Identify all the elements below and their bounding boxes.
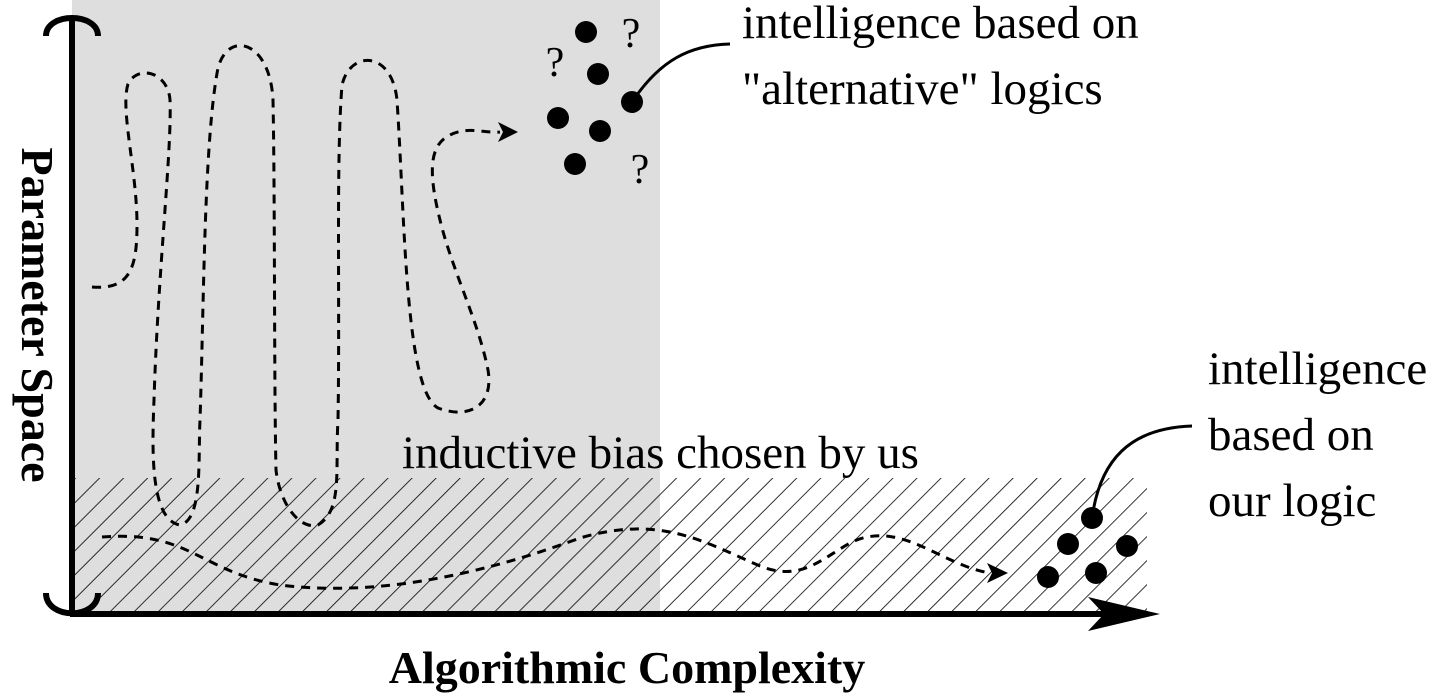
question-mark: ? [546, 40, 565, 86]
question-mark: ? [622, 11, 641, 57]
alternative-label-line1: intelligence based on [742, 0, 1139, 49]
cluster-dot [1085, 562, 1107, 584]
cluster-dot [587, 63, 609, 85]
inductive-bias-band [72, 478, 1147, 613]
cluster-dot [589, 120, 611, 142]
y-axis-label: Parameter Space [12, 147, 63, 482]
alternative-cluster: ? ? ? [546, 11, 650, 193]
cluster-dot [564, 153, 586, 175]
our-logic-leader-line [1090, 424, 1193, 519]
cluster-dot [1057, 533, 1079, 555]
bias-band-label: inductive bias chosen by us [402, 427, 919, 479]
alternative-label-line2: "alternative" logics [742, 63, 1103, 115]
our-logic-cluster [1037, 507, 1138, 588]
bias-path [101, 527, 991, 590]
question-mark: ? [631, 147, 650, 193]
our-logic-label-line1: intelligence [1208, 343, 1427, 395]
cluster-dot [547, 107, 569, 129]
y-axis-top-cap [43, 15, 101, 37]
alternative-leader-line [630, 42, 731, 103]
exploration-arrowhead [498, 122, 518, 142]
cluster-dot [575, 21, 597, 43]
x-axis-label: Algorithmic Complexity [389, 642, 866, 693]
our-logic-label-line2: based on [1208, 409, 1374, 461]
our-logic-label-line3: our logic [1208, 475, 1376, 527]
x-axis-arrowhead [1088, 597, 1160, 631]
cluster-dot [1037, 566, 1059, 588]
cluster-dot [1116, 535, 1138, 557]
exploration-path [91, 44, 501, 528]
bias-path-arrowhead [987, 563, 1008, 583]
